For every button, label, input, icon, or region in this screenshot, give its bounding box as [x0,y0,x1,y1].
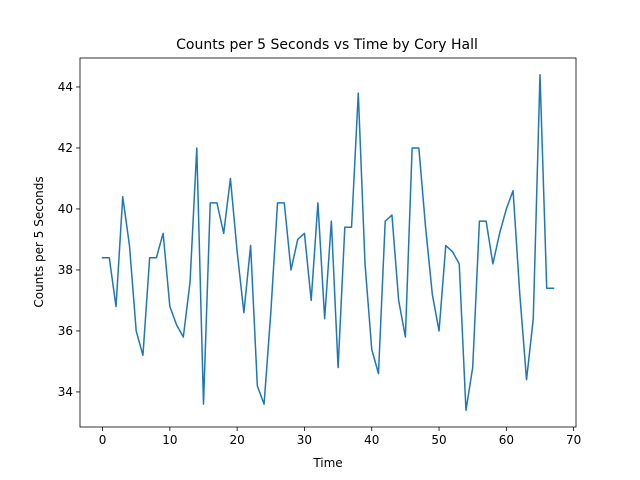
x-tick-label: 70 [566,433,581,447]
y-tick-label: 42 [58,141,73,155]
y-axis-label: Counts per 5 Seconds [32,176,46,307]
x-tick-label: 60 [499,433,514,447]
x-tick-label: 40 [364,433,379,447]
y-axis: 34 36 38 40 42 44 [58,80,80,399]
x-axis-label: Time [312,456,342,470]
y-tick-label: 38 [58,263,73,277]
x-tick-label: 10 [162,433,177,447]
y-tick-label: 40 [58,202,73,216]
chart-title: Counts per 5 Seconds vs Time by Cory Hal… [176,37,478,53]
x-axis: 0 10 20 30 40 50 60 70 [99,427,581,447]
series-line-0 [101,74,555,411]
plot-frame [79,57,577,428]
x-tick-label: 20 [230,433,245,447]
y-tick-label: 44 [58,80,73,94]
x-tick-label: 30 [297,433,312,447]
plot-area [79,57,577,428]
y-tick-label: 36 [58,324,73,338]
x-tick-label: 0 [99,433,107,447]
x-tick-label: 50 [431,433,446,447]
y-tick-label: 34 [58,385,73,399]
